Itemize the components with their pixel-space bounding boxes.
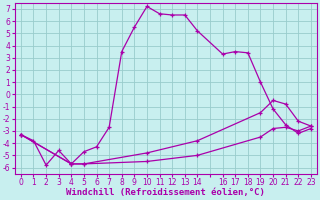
X-axis label: Windchill (Refroidissement éolien,°C): Windchill (Refroidissement éolien,°C): [67, 188, 265, 197]
